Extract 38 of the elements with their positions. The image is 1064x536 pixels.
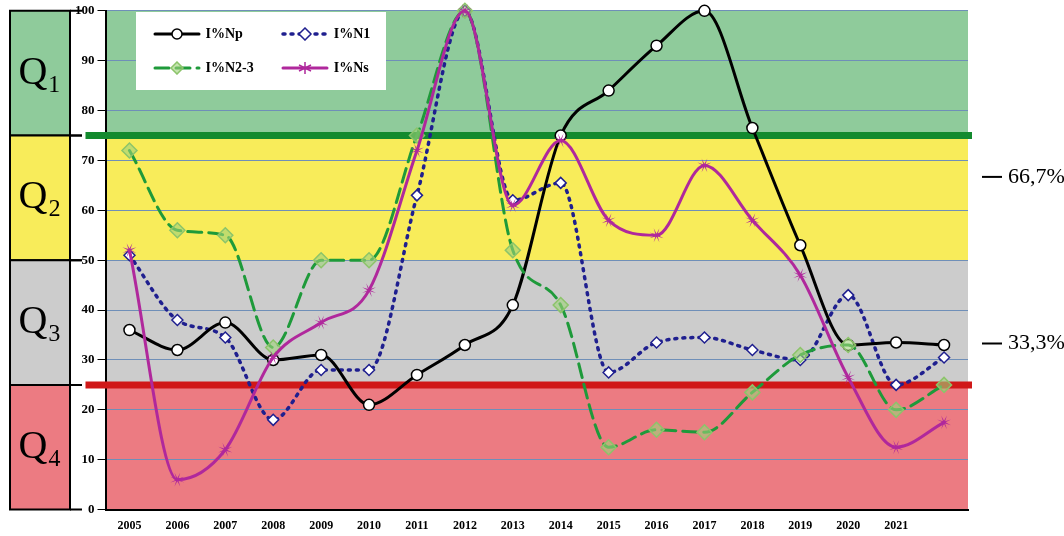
legend-label: I%N2-3: [205, 59, 254, 76]
legend-label: I%N1: [333, 25, 371, 42]
x-tick-label: 2005: [117, 517, 142, 532]
band-label: Q₃: [18, 297, 62, 343]
x-tick-label: 2020: [836, 517, 861, 532]
x-tick-label: 2017: [692, 517, 717, 532]
band-label: Q₄: [18, 421, 62, 467]
x-tick-label: 2007: [213, 517, 238, 532]
band-label: Q₁: [18, 47, 62, 93]
x-tick-label: 2011: [405, 517, 429, 532]
x-tick-label: 2014: [548, 517, 573, 532]
x-tick-label: 2008: [261, 517, 286, 532]
x-tick-label: 2019: [788, 517, 813, 532]
legend-label: I%Ns: [333, 59, 369, 76]
y-tick-label: 10: [81, 451, 95, 467]
x-tick-label: 2013: [500, 517, 525, 532]
y-tick-label: 30: [81, 351, 95, 367]
ref-line-label: 66,7%: [1008, 162, 1064, 188]
x-tick-label: 2021: [884, 517, 909, 532]
x-tick-label: 2018: [740, 517, 765, 532]
ref-line-label: 33,3%: [1008, 329, 1064, 355]
x-tick-label: 2016: [644, 517, 669, 532]
x-tick-label: 2015: [596, 517, 621, 532]
y-tick-label: 100: [75, 2, 95, 18]
y-tick-label: 20: [81, 401, 95, 417]
y-tick-label: 40: [81, 301, 95, 317]
legend-label: I%Np: [205, 25, 243, 42]
y-tick-label: 0: [88, 500, 95, 516]
x-tick-label: 2012: [452, 517, 477, 532]
y-tick-label: 70: [81, 151, 95, 167]
band-label: Q₂: [18, 172, 62, 218]
y-tick-label: 60: [81, 201, 95, 217]
x-tick-label: 2009: [309, 517, 334, 532]
x-tick-label: 2006: [165, 517, 190, 532]
y-tick-label: 50: [81, 251, 95, 267]
x-tick-label: 2010: [357, 517, 382, 532]
y-tick-label: 90: [81, 52, 95, 68]
y-tick-label: 80: [81, 101, 95, 117]
